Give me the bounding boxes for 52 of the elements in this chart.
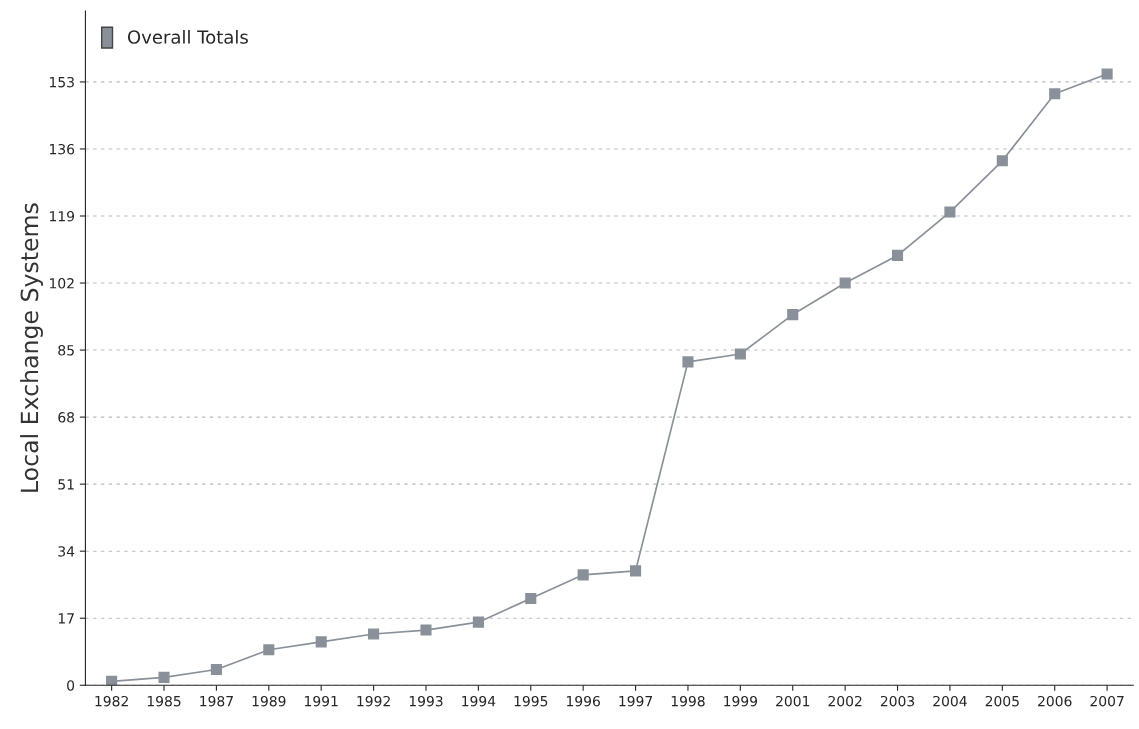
x-tick-label: 1996	[567, 695, 600, 707]
point	[682, 356, 694, 368]
y-axis-title: Local Exchange Systems	[20, 203, 43, 492]
x-tick-label: 1998	[671, 695, 705, 707]
y-tick-label: 102	[50, 278, 74, 289]
y-tick-label: 68	[58, 412, 75, 423]
point	[1101, 68, 1113, 80]
point	[839, 277, 851, 289]
point	[1049, 88, 1061, 100]
x-tick-label: 1987	[200, 695, 233, 707]
y-tick-label: 51	[58, 479, 74, 490]
point	[996, 155, 1008, 167]
point	[263, 644, 275, 656]
point	[944, 206, 956, 218]
point	[734, 348, 746, 360]
y-tick-label: 17	[58, 613, 74, 624]
x-tick-label: 2002	[828, 695, 862, 707]
x-tick-label: 2006	[1038, 695, 1072, 707]
point	[577, 569, 589, 581]
legend-label: Overall Totals	[127, 29, 248, 44]
y-tick-label: 0	[67, 680, 75, 691]
x-tick-label: 1997	[619, 695, 653, 707]
point	[210, 663, 222, 676]
x-tick-label: 1992	[357, 695, 390, 707]
point	[472, 616, 484, 628]
point	[368, 628, 380, 640]
x-tick-label: 1995	[514, 695, 548, 707]
point	[525, 592, 537, 605]
x-tick-label: 1985	[147, 695, 181, 707]
x-tick-label: 1991	[305, 695, 338, 707]
point	[106, 675, 118, 686]
x-tick-label: 2004	[933, 695, 967, 707]
point	[158, 671, 170, 683]
x-tick-label: 1982	[95, 695, 128, 707]
x-tick-label: 1989	[252, 695, 286, 707]
x-tick-label: 1993	[409, 695, 443, 707]
x-tick-label: 2005	[985, 695, 1019, 707]
point	[630, 565, 642, 577]
point	[787, 309, 799, 321]
x-tick-label: 1999	[724, 695, 758, 707]
y-tick-label: 119	[50, 210, 75, 222]
point	[315, 636, 327, 648]
x-tick-label: 1994	[462, 695, 496, 707]
y-tick-label: 136	[50, 143, 75, 155]
y-tick-label: 34	[58, 546, 75, 557]
x-tick-label: 2007	[1090, 695, 1124, 707]
point	[420, 624, 432, 636]
y-tick-label: 85	[58, 345, 74, 356]
point	[891, 249, 904, 261]
x-tick-label: 2003	[880, 695, 915, 707]
y-tick-label: 153	[50, 76, 74, 88]
x-tick-label: 2001	[776, 695, 810, 707]
